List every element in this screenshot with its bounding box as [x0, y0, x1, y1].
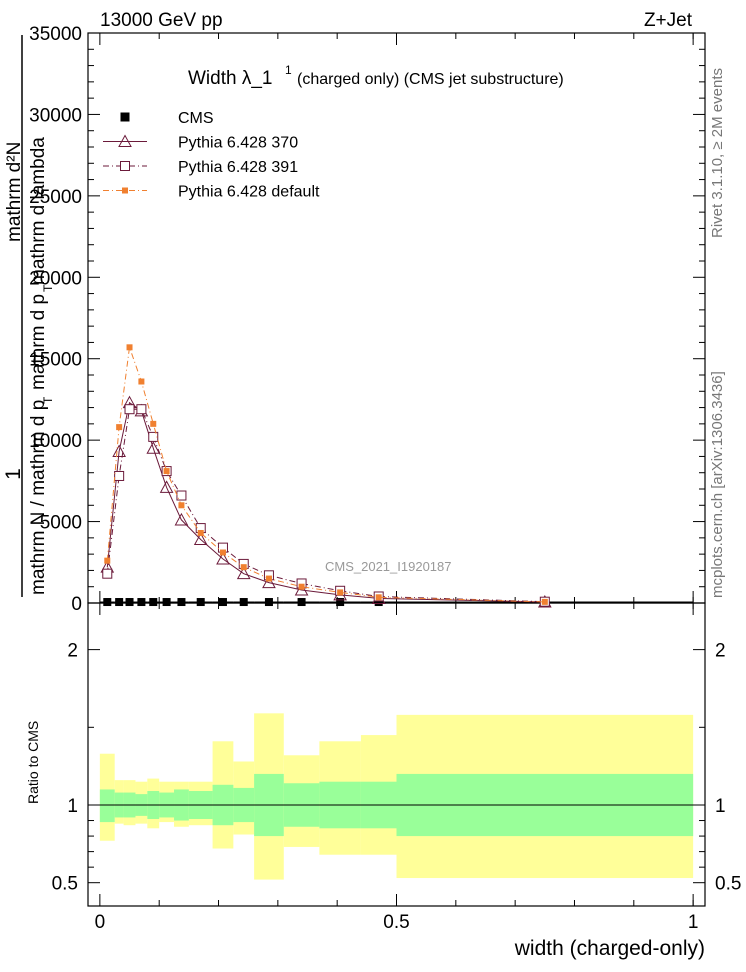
y-label-lower-b: T: [41, 396, 55, 404]
y-tick-label: 15000: [29, 350, 82, 371]
ratio-tick-label-right: 0.5: [715, 874, 741, 895]
series-point: [174, 512, 189, 526]
series-layer: [99, 344, 694, 608]
series-point: [265, 575, 272, 582]
y-tick-label: 10000: [29, 431, 82, 452]
legend-label: CMS: [178, 110, 214, 127]
legend-marker: [120, 161, 130, 171]
series-point: [298, 583, 305, 590]
cms-data-point: [162, 598, 171, 607]
ratio-y-label: Ratio to CMS: [25, 721, 41, 804]
header-right: Z+Jet: [644, 10, 693, 31]
cms-data-point: [137, 598, 146, 607]
y-tick-label: 30000: [29, 105, 82, 126]
series-point: [104, 557, 111, 564]
y-tick-label: 20000: [29, 268, 82, 289]
y-label-lower-d: T: [41, 284, 55, 292]
series-point: [240, 564, 247, 571]
ratio-tick-label: 0.5: [52, 874, 78, 895]
chart-title-main: Width λ_1: [188, 68, 272, 89]
analysis-label: CMS_2021_I1920187: [325, 559, 452, 574]
series-point: [337, 589, 344, 596]
cms-data-point: [115, 598, 124, 607]
ratio-tick-label: 2: [67, 641, 78, 662]
series-point: [138, 378, 145, 385]
y-tick-label: 0: [71, 594, 82, 615]
legend-marker: [118, 134, 132, 147]
cms-data-point: [149, 598, 158, 607]
y-label-one: 1: [2, 468, 25, 480]
rivet-label: Rivet 3.1.10, ≥ 2M events: [709, 68, 726, 238]
legend: CMS Pythia 6.428 370 Pythia 6.428 391 Pythi…: [103, 110, 320, 201]
series-0: [99, 598, 694, 607]
legend-marker: [122, 187, 128, 194]
y-label-lower-f: mathrm d lambda: [28, 137, 49, 285]
legend-label: Pythia 6.428 391: [178, 159, 298, 176]
y-axis-label: 1 mathrm N / mathrm d p T mathrm d p T m…: [2, 35, 55, 597]
cms-data-point: [239, 598, 248, 607]
series-point: [114, 470, 125, 481]
series-point: [126, 344, 133, 351]
series-point: [197, 529, 204, 536]
series-point: [159, 480, 174, 493]
ratio-tick-label-right: 1: [715, 796, 726, 817]
series-line: [106, 347, 545, 603]
ratio-bands: [99, 713, 694, 880]
header-left: 13000 GeV pp: [100, 10, 223, 31]
y-tick-label: 25000: [29, 187, 82, 208]
cms-data-point: [177, 598, 186, 607]
series-point: [116, 424, 123, 431]
cms-data-point: [374, 598, 383, 607]
y-tick-label: 5000: [40, 513, 82, 534]
cms-data-point: [125, 598, 134, 607]
series-point: [193, 532, 208, 545]
y-label-lower-c: mathrm d p: [28, 294, 49, 390]
legend-label: Pythia 6.428 370: [178, 135, 298, 152]
series-point: [163, 468, 170, 475]
chart-title-rest: (charged only) (CMS jet substructure): [297, 71, 564, 88]
y-label-lower-e: mathrm d²N: [4, 142, 25, 242]
cms-data-point: [264, 598, 273, 607]
series-point: [219, 549, 226, 556]
ratio-tick-label: 1: [67, 796, 78, 817]
y-label-lower-a: mathrm N / mathrm d p: [28, 400, 49, 595]
series-point: [148, 431, 159, 442]
x-tick-label: 1: [688, 912, 699, 933]
series-3: [104, 344, 548, 605]
series-point: [136, 404, 147, 415]
cms-data-point: [336, 598, 345, 607]
y-tick-label: 35000: [29, 24, 82, 45]
series-point: [541, 598, 548, 605]
series-point: [112, 444, 126, 458]
series-point: [216, 551, 230, 565]
series-point: [150, 420, 157, 427]
legend-label: Pythia 6.428 default: [178, 184, 320, 201]
cms-data-point: [297, 598, 306, 607]
ratio-tick-label-right: 2: [715, 641, 726, 662]
legend-marker-cms: [120, 112, 130, 122]
cms-data-point: [103, 598, 112, 607]
chart-title: Width λ_1 1 (charged only) (CMS jet subs…: [188, 63, 564, 89]
series-1: [100, 395, 552, 608]
x-axis-label: width (charged-only): [514, 937, 705, 960]
ratio-green-band: [99, 789, 115, 823]
cms-data-point: [218, 598, 227, 607]
series-point: [102, 568, 113, 579]
series-point: [124, 404, 135, 415]
series-point: [236, 566, 251, 580]
x-tick-label: 0.5: [383, 912, 409, 933]
series-point: [176, 490, 187, 501]
series-point: [178, 502, 185, 509]
mcplots-label: mcplots.cern.ch [arXiv:1306.3436]: [709, 371, 726, 598]
series-point: [146, 441, 161, 454]
series-point: [262, 575, 276, 589]
cms-data-point: [196, 598, 205, 607]
x-tick-label: 0: [95, 912, 106, 933]
series-point: [375, 594, 382, 601]
chart-title-sup: 1: [285, 63, 292, 77]
series-2: [102, 404, 550, 607]
